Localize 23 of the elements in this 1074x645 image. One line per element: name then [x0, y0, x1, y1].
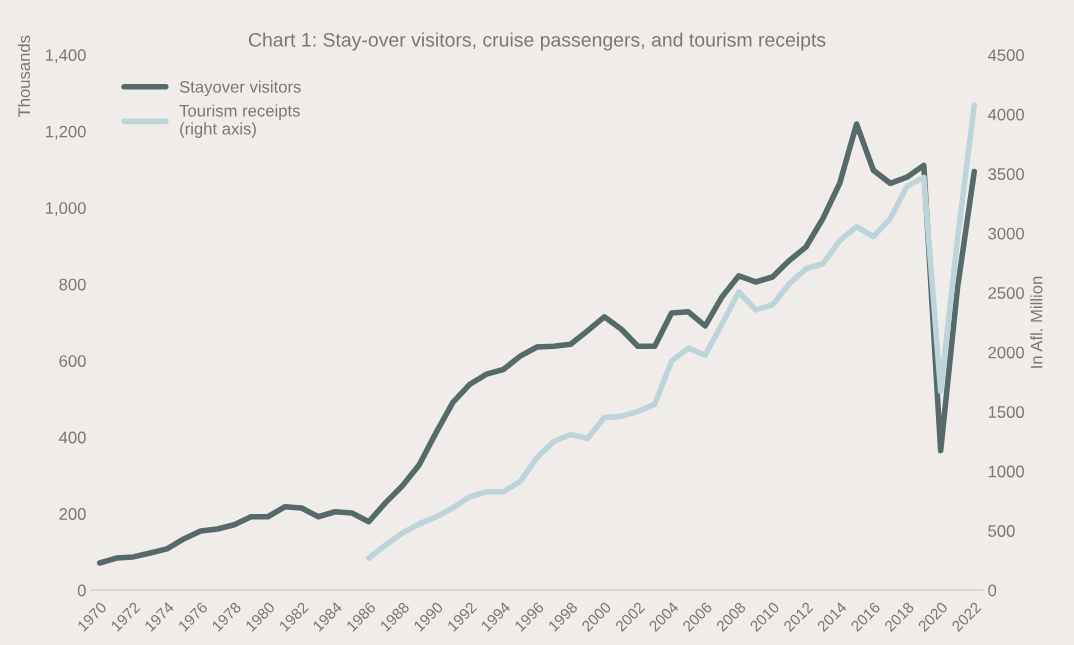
- y2-axis-title: In Afl. Million: [1030, 276, 1043, 368]
- y-tick-label: 800: [59, 278, 86, 291]
- y-tick-label: 200: [59, 508, 86, 520]
- legend-label: Stayover visitors: [179, 80, 301, 97]
- y2-tick-label: 2500: [988, 287, 1024, 299]
- y-tick-label: 0: [77, 584, 86, 597]
- y-tick-label: 1,400: [46, 49, 86, 63]
- y2-tick-label: 2000: [988, 346, 1024, 359]
- y-tick-label: 1,000: [46, 202, 86, 216]
- y2-tick-label: 1000: [988, 465, 1024, 478]
- y-tick-label: 1,200: [46, 125, 86, 140]
- y2-tick-label: 0: [988, 584, 997, 597]
- chart-title: Chart 1: Stay-over visitors, cruise passengers, and tourism receipts: [248, 32, 826, 51]
- y-axis-title: Thousands: [17, 35, 31, 118]
- y2-tick-label: 3000: [988, 227, 1024, 240]
- y-tick-label: 600: [59, 355, 86, 367]
- y2-tick-label: 3500: [988, 168, 1024, 180]
- y2-tick-label: 1500: [988, 406, 1024, 418]
- y2-tick-label: 500: [988, 525, 1015, 537]
- legend-label: Tourism receipts (right axis): [179, 104, 300, 138]
- y2-tick-label: 4000: [987, 108, 1024, 121]
- y-tick-label: 400: [59, 431, 86, 444]
- y2-tick-label: 4500: [987, 49, 1024, 62]
